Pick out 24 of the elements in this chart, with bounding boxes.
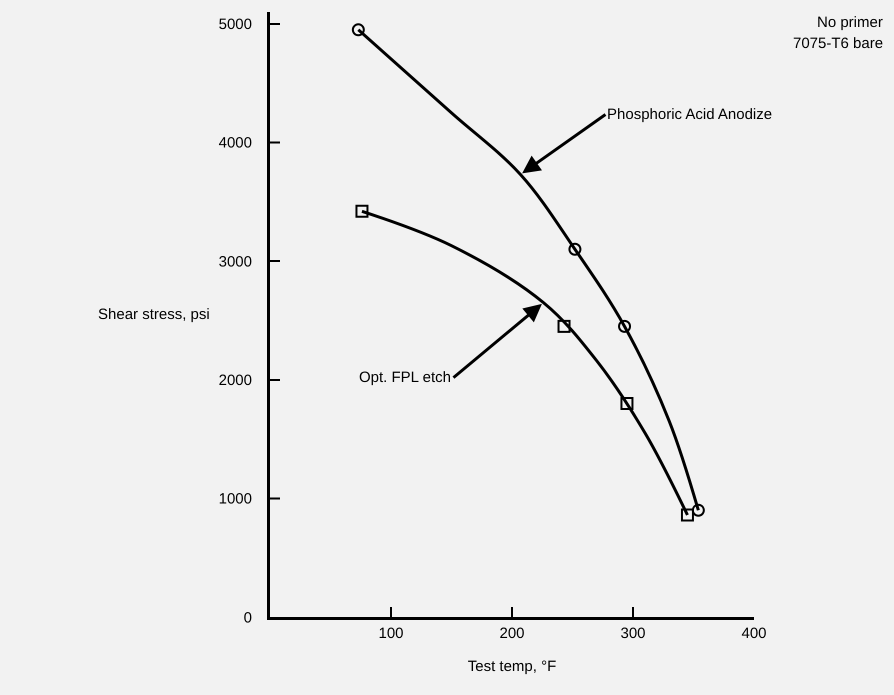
- y-tick-label: 3000: [218, 253, 252, 270]
- text: No primer: [817, 14, 883, 31]
- point: [352, 23, 365, 36]
- text: 7075-T6 bare: [793, 35, 884, 52]
- point: [692, 504, 705, 517]
- annotation: Phosphoric Acid Anodize: [607, 106, 772, 123]
- y-tick-label: 2000: [218, 372, 252, 389]
- point: [355, 204, 368, 218]
- point: [620, 396, 634, 410]
- annotation: Opt. FPL etch: [359, 369, 451, 386]
- x-tick-label: 300: [620, 625, 646, 642]
- x-tick-label: 200: [499, 625, 525, 642]
- y-tick-label: 4000: [218, 134, 252, 152]
- x-tick-label: 100: [378, 625, 404, 642]
- x-tick-label: 400: [741, 625, 767, 642]
- point: [568, 242, 582, 256]
- point: [680, 508, 694, 522]
- y-tick-label: 1000: [218, 490, 252, 508]
- y-axis-title: Shear stress, psi: [98, 306, 210, 323]
- y-tick-label: 0: [244, 609, 252, 626]
- y-tick-label: 5000: [218, 16, 252, 34]
- point: [558, 320, 571, 333]
- point: [618, 320, 632, 333]
- x-axis-title: Test temp, °F: [468, 658, 556, 675]
